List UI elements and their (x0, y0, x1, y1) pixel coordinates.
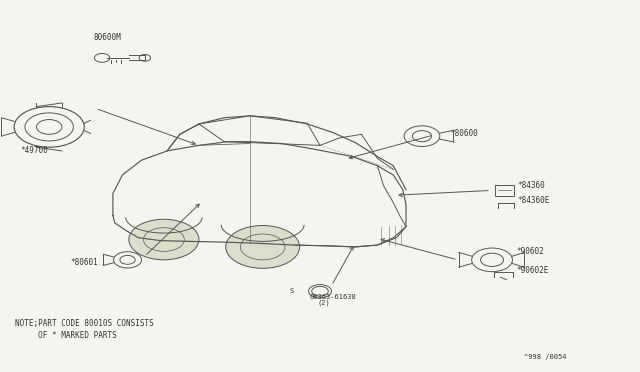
Text: *90602E: *90602E (516, 266, 548, 275)
Text: (2): (2) (317, 300, 330, 307)
Text: *80600: *80600 (451, 129, 478, 138)
Circle shape (129, 219, 199, 260)
Bar (495, 185, 515, 196)
Text: *84360: *84360 (518, 181, 545, 190)
Text: 80600M: 80600M (94, 33, 122, 42)
Circle shape (226, 225, 300, 268)
Text: ^998 /0054: ^998 /0054 (524, 354, 566, 360)
Text: S: S (290, 288, 294, 294)
Text: *49700: *49700 (20, 146, 48, 155)
Text: NOTE;PART CODE 80010S CONSISTS: NOTE;PART CODE 80010S CONSISTS (15, 319, 154, 328)
Text: OF * MARKED PARTS: OF * MARKED PARTS (15, 331, 117, 340)
Text: 08363-61638: 08363-61638 (310, 294, 356, 299)
Text: *80601: *80601 (70, 259, 98, 267)
Text: *90602: *90602 (516, 247, 544, 256)
Text: *84360E: *84360E (518, 196, 550, 205)
